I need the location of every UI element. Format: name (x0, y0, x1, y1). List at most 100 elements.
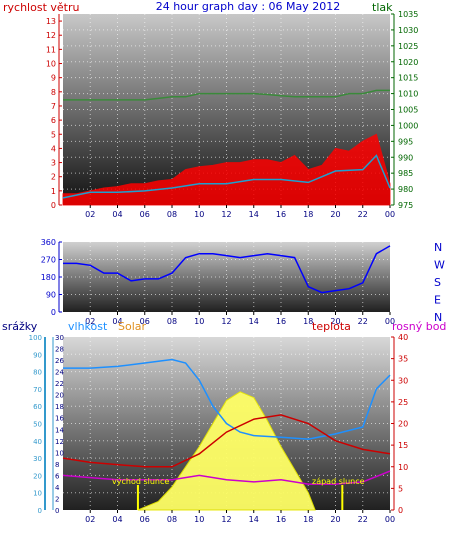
rain-axis-tick-label: 100 (29, 334, 42, 342)
x-tick-label: 00 (385, 210, 395, 219)
left-axis-label: 270 (41, 256, 56, 265)
humidity-axis-tick-label: 4 (55, 484, 60, 492)
right-axis-label: 995 (398, 137, 413, 146)
left-axis-label: 12 (46, 31, 56, 40)
x-tick-label: 22 (358, 210, 368, 219)
rain-axis-tick-label: 10 (33, 490, 42, 498)
humidity-axis-tick-label: 20 (55, 392, 64, 400)
left-axis-label: 90 (46, 291, 56, 300)
right-axis-label: 1025 (398, 42, 418, 51)
x-tick-label: 14 (249, 515, 259, 524)
rain-axis-tick-label: 80 (33, 369, 42, 377)
x-tick-label: 12 (221, 515, 231, 524)
left-axis-label: 13 (46, 17, 56, 26)
x-tick-label: 16 (276, 515, 286, 524)
left-axis-label: 0 (51, 201, 56, 210)
right-axis-tick-label: 0 (398, 506, 403, 515)
panel-wind-direction (63, 242, 390, 312)
series-area-1 (62, 133, 391, 206)
humidity-axis-tick-label: 6 (55, 472, 60, 480)
x-tick-label: 14 (249, 210, 259, 219)
x-tick-label: 04 (112, 515, 122, 524)
left-axis-label: 3 (51, 159, 56, 168)
solar-axis-label: Solar (118, 320, 147, 333)
left-axis-label: 2 (51, 173, 56, 182)
compass-label: E (434, 294, 441, 307)
humidity-axis-tick-label: 18 (55, 403, 64, 411)
right-axis-tick-label: 30 (398, 376, 408, 385)
right-axis-label: 975 (398, 201, 413, 210)
x-tick-label: 06 (140, 210, 150, 219)
left-axis-label: 7 (51, 102, 56, 111)
x-tick-label: 22 (358, 515, 368, 524)
right-axis-label: 990 (398, 153, 413, 162)
left-axis-label: 8 (51, 88, 56, 97)
sunset-label: západ slunce (312, 477, 365, 486)
x-tick-label: 06 (140, 515, 150, 524)
right-axis-label: 980 (398, 185, 413, 194)
series-line-2 (62, 154, 391, 199)
chart-humidity-temp: 0102030405060708090100024681012141618202… (29, 333, 409, 524)
right-axis-tick-label: 25 (398, 398, 408, 407)
dewpoint-axis-label: rosný bod (392, 320, 446, 333)
page-title: 24 hour graph day : 06 May 2012 (156, 0, 341, 13)
left-axis-label: 11 (46, 45, 56, 54)
x-tick-label: 20 (330, 317, 340, 326)
x-tick-label: 10 (194, 210, 204, 219)
humidity-axis-tick-label: 16 (55, 415, 64, 423)
series-line-1 (63, 358, 391, 440)
humidity-axis-label: vlhkost (68, 320, 108, 333)
compass-label: S (434, 276, 441, 289)
x-tick-label: 20 (330, 515, 340, 524)
left-axis-label: 1 (51, 187, 56, 196)
right-axis-label: 1000 (398, 121, 418, 130)
left-axis-label: 6 (51, 116, 56, 125)
x-tick-label: 14 (249, 317, 259, 326)
right-axis-label: 1010 (398, 90, 418, 99)
x-tick-label: 04 (112, 210, 122, 219)
humidity-axis-tick-label: 28 (55, 346, 64, 354)
x-tick-label: 18 (303, 515, 313, 524)
humidity-axis-tick-label: 8 (55, 461, 59, 469)
left-axis-label: 9 (51, 74, 56, 83)
rain-axis-tick-label: 60 (33, 403, 42, 411)
series-line-0 (63, 89, 390, 101)
series-line-3 (62, 470, 391, 485)
rain-axis-tick-label: 70 (33, 386, 42, 394)
x-tick-label: 00 (385, 317, 395, 326)
right-axis-tick-label: 15 (398, 441, 408, 450)
x-tick-label: 12 (221, 317, 231, 326)
right-axis-tick-label: 5 (398, 484, 403, 493)
rain-axis-tick-label: 20 (33, 472, 42, 480)
right-axis-tick-label: 40 (398, 333, 408, 342)
left-axis-label: 180 (41, 273, 56, 282)
x-tick-label: 00 (385, 515, 395, 524)
compass-label: W (434, 259, 445, 272)
x-tick-label: 16 (276, 317, 286, 326)
x-tick-label: 18 (303, 317, 313, 326)
left-axis-label: 4 (51, 144, 56, 153)
x-tick-label: 06 (140, 317, 150, 326)
humidity-axis-tick-label: 22 (55, 380, 64, 388)
humidity-axis-tick-label: 2 (55, 495, 59, 503)
right-axis-tick-label: 10 (398, 463, 408, 472)
x-tick-label: 02 (85, 317, 95, 326)
left-axis-label: 0 (51, 308, 56, 317)
series-line-0 (63, 245, 391, 294)
right-axis-tick-label: 35 (398, 355, 408, 364)
right-axis-label: 1020 (398, 58, 418, 67)
humidity-axis-tick-label: 30 (55, 334, 64, 342)
right-axis-label: 1015 (398, 74, 418, 83)
rain-axis-tick-label: 30 (33, 455, 42, 463)
rain-axis-tick-label: 90 (33, 351, 42, 359)
humidity-axis-tick-label: 10 (55, 449, 64, 457)
x-tick-label: 02 (85, 210, 95, 219)
left-axis-label: 360 (41, 238, 56, 247)
wind-speed-axis-label: rychlost větru (3, 1, 79, 14)
humidity-axis-tick-label: 12 (55, 438, 64, 446)
x-tick-label: 08 (167, 317, 177, 326)
x-tick-label: 04 (112, 317, 122, 326)
